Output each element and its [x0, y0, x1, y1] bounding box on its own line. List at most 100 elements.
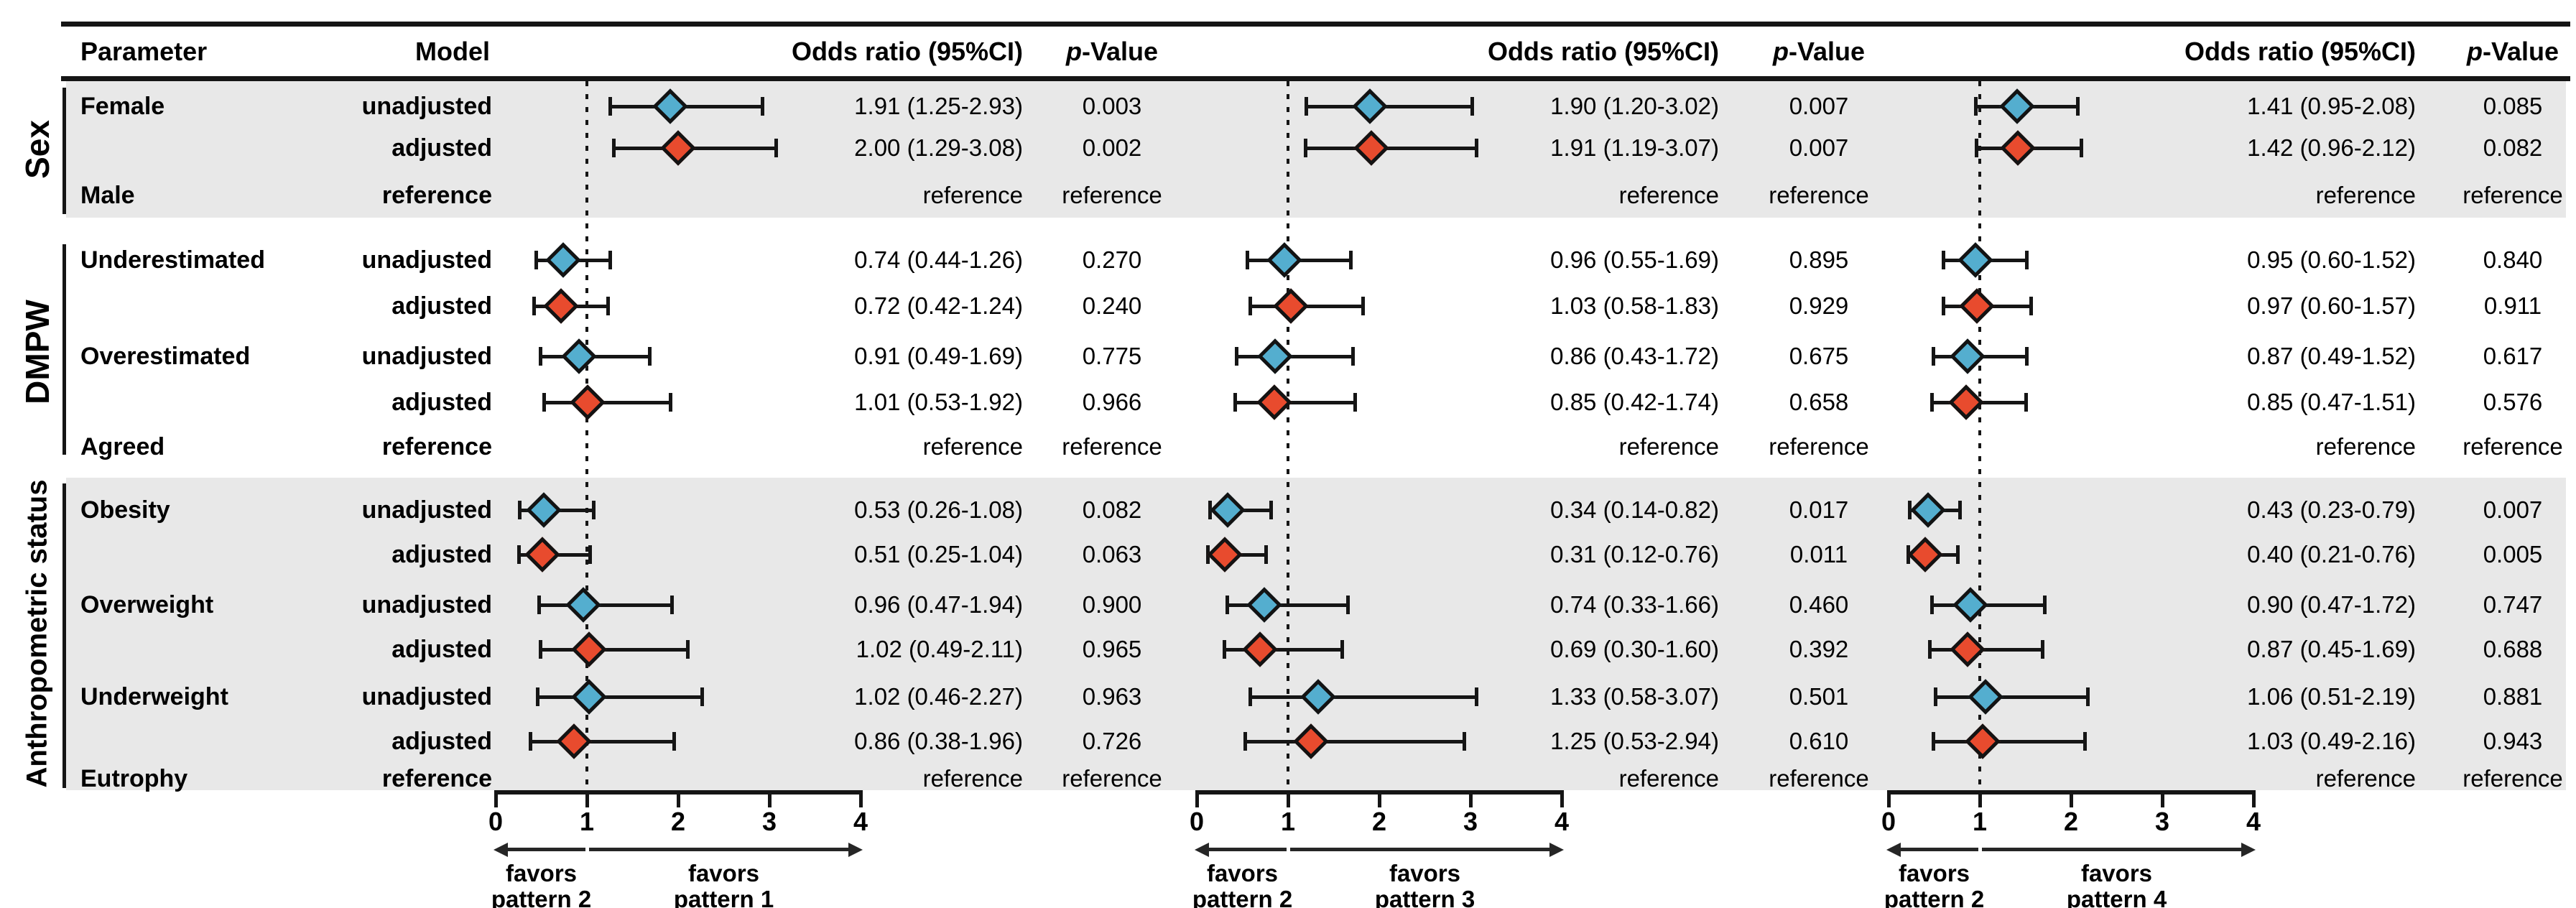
model-label: unadjusted [361, 683, 492, 710]
ci-cap-left [1223, 640, 1227, 659]
axis-tick [1469, 795, 1473, 807]
ci-cap-right [1463, 732, 1467, 751]
parameter-label: Underweight [80, 683, 228, 710]
p-value: 0.003 [1082, 93, 1142, 119]
p-value-reference: reference [1062, 182, 1162, 208]
p-value-reference: reference [1769, 765, 1869, 792]
ci-whisker [1306, 105, 1473, 108]
ci-whisker [540, 648, 688, 652]
section-line [62, 244, 66, 455]
model-label: unadjusted [361, 343, 492, 370]
p-value: 0.900 [1082, 591, 1142, 618]
reference-line-or1 [585, 81, 588, 790]
or-value: 0.69 (0.30-1.60) [1550, 636, 1719, 662]
axis-tick [768, 795, 772, 807]
ci-cap-left [516, 545, 521, 564]
p-value: 0.966 [1082, 389, 1142, 415]
ci-whisker [1931, 603, 2046, 607]
ci-cap-left [1928, 640, 1932, 659]
header-rule [61, 76, 2570, 81]
ci-cap-right [668, 393, 672, 412]
ci-cap-left [608, 97, 612, 116]
or-value: 0.31 (0.12-0.76) [1550, 541, 1719, 568]
ci-cap-right [592, 501, 596, 519]
arrowhead-right-icon [2241, 843, 2256, 857]
ci-cap-left [1973, 97, 1978, 116]
p-value: 0.775 [1082, 343, 1142, 369]
ci-cap-left [1225, 596, 1229, 614]
model-label: unadjusted [361, 246, 492, 274]
or-value-reference: reference [922, 182, 1023, 208]
p-value: 0.007 [1789, 134, 1849, 161]
arrowhead-right-icon [1549, 843, 1564, 857]
ci-cap-left [1248, 687, 1252, 706]
axis-tick-label: 4 [1554, 807, 1570, 836]
parameter-label: Overestimated [80, 343, 251, 370]
or-value: 1.33 (0.58-3.07) [1550, 683, 1719, 710]
ci-cap-right [700, 687, 705, 706]
p-header-panel3: p-Value [2405, 34, 2576, 69]
axis-tick-label: 0 [1189, 807, 1205, 836]
ci-cap-left [537, 596, 541, 614]
section-label: DMPW [19, 300, 56, 404]
favors-right-line2: pattern 4 [2066, 886, 2167, 908]
ci-cap-right [1361, 297, 1366, 315]
ci-cap-left [1248, 297, 1252, 315]
p-value-reference: reference [2463, 433, 2563, 460]
ci-cap-right [1474, 139, 1478, 157]
ci-whisker [544, 401, 671, 404]
ci-cap-left [1304, 139, 1308, 157]
p-value: 0.063 [1082, 541, 1142, 568]
or-value: 0.87 (0.49-1.52) [2247, 343, 2416, 369]
axis-tick-label: 3 [1463, 807, 1478, 836]
p-value: 0.747 [2483, 591, 2543, 618]
ci-cap-right [2024, 393, 2028, 412]
or-value-reference: reference [2315, 433, 2416, 460]
ci-cap-right [2043, 596, 2047, 614]
or-value: 0.72 (0.42-1.24) [854, 292, 1023, 319]
ci-cap-right [1958, 501, 1963, 519]
or-value: 0.34 (0.14-0.82) [1550, 496, 1719, 523]
ci-cap-right [2086, 687, 2090, 706]
ci-cap-left [1208, 501, 1212, 519]
ci-whisker [1245, 740, 1465, 743]
ci-whisker [1249, 695, 1477, 699]
or-marker [570, 384, 606, 420]
p-value: 0.017 [1789, 496, 1849, 523]
reference-line-or1 [1978, 81, 1981, 790]
model-label: unadjusted [361, 93, 492, 120]
axis-tick-label: 4 [853, 807, 868, 836]
or-value: 1.90 (1.20-3.02) [1550, 93, 1719, 119]
or-header-panel3: Odds ratio (95%CI) [2184, 37, 2416, 66]
arrowhead-left-icon [1886, 843, 1901, 857]
or-value: 0.74 (0.33-1.66) [1550, 591, 1719, 618]
p-value: 0.840 [2483, 246, 2543, 273]
or-value: 1.03 (0.49-2.16) [2247, 728, 2416, 754]
parameter-label: Eutrophy [80, 765, 188, 792]
p-header-panel2: p-Value [1711, 34, 1927, 69]
ci-cap-right [670, 596, 675, 614]
arrowhead-right-icon [848, 843, 863, 857]
p-value: 0.895 [1789, 246, 1849, 273]
or-value: 1.02 (0.46-2.27) [854, 683, 1023, 710]
axis-tick-label: 0 [488, 807, 504, 836]
axis-tick-label: 3 [761, 807, 777, 836]
ci-cap-left [1233, 393, 1238, 412]
ci-cap-right [1348, 251, 1353, 269]
model-label: reference [381, 182, 492, 209]
p-value-reference: reference [1769, 182, 1869, 208]
favors-arrow-left-segment [506, 848, 585, 851]
p-value: 0.007 [2483, 496, 2543, 523]
ci-cap-right [608, 251, 613, 269]
parameter-label: Underestimated [80, 246, 265, 274]
p-value: 0.929 [1789, 292, 1849, 319]
parameter-header: Parameter [80, 37, 208, 66]
model-label: reference [381, 765, 492, 792]
p-header-rest: -Value [2482, 37, 2559, 66]
p-header-rest: -Value [1788, 37, 1866, 66]
p-value: 0.688 [2483, 636, 2543, 662]
ci-whisker [1226, 603, 1348, 607]
favors-right-line2: pattern 1 [673, 886, 774, 908]
axis-tick [494, 795, 498, 807]
or-value-reference: reference [2315, 765, 2416, 792]
